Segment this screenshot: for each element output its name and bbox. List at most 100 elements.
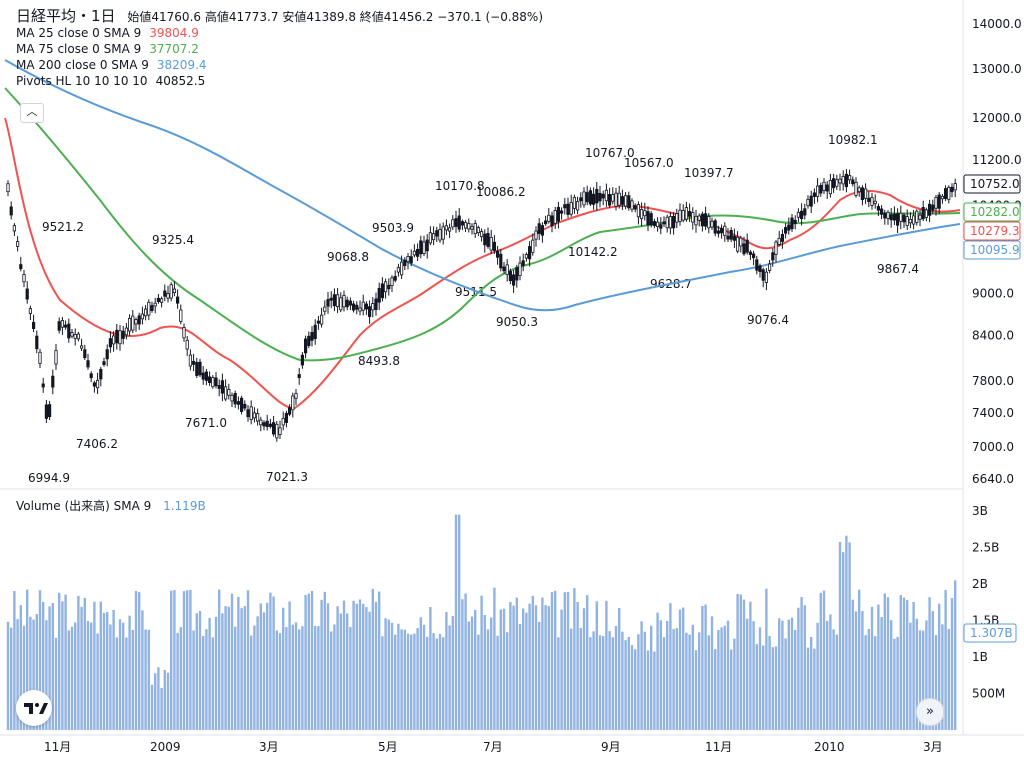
volume-bar xyxy=(758,627,762,730)
candle-body xyxy=(140,313,144,320)
candle-body xyxy=(604,189,609,202)
candle-body xyxy=(761,269,765,281)
volume-bar xyxy=(157,667,160,730)
pivot-label-low: 9867.4 xyxy=(877,262,919,276)
candle-body xyxy=(191,360,196,365)
price-marker-box xyxy=(963,240,1021,260)
candle-body xyxy=(262,422,266,427)
pivot-label-high: 10567.0 xyxy=(624,156,674,170)
indicator-label: Pivots HL 10 10 10 10 xyxy=(16,74,148,88)
candle-body xyxy=(284,413,289,423)
volume-bar xyxy=(118,619,122,730)
volume-bar xyxy=(848,542,851,730)
low-label: 安値 xyxy=(282,10,307,24)
candle-body xyxy=(22,274,26,283)
volume-bar xyxy=(211,637,214,730)
volume-bar xyxy=(160,687,163,730)
candle-body xyxy=(774,241,778,255)
candle-body xyxy=(211,377,215,388)
candle-body xyxy=(297,374,301,379)
candle-body xyxy=(752,253,756,259)
volume-bar xyxy=(531,595,534,730)
candle-body xyxy=(431,233,436,241)
candle-body xyxy=(112,335,116,345)
candle-body xyxy=(739,237,743,247)
indicator-pivots[interactable]: Pivots HL 10 10 10 10 40852.5 xyxy=(16,73,543,89)
volume-bar xyxy=(381,636,384,730)
volume-bar xyxy=(682,607,685,730)
candle-body xyxy=(505,264,509,275)
candle-body xyxy=(118,330,122,345)
volume-bar xyxy=(480,595,483,730)
candle-body xyxy=(243,403,247,409)
volume-bar xyxy=(666,621,669,730)
candle-body xyxy=(438,229,442,241)
indicator-value: 38209.4 xyxy=(156,58,207,72)
volume-bar xyxy=(218,589,221,730)
pivot-label-low: 7021.3 xyxy=(266,470,308,484)
volume-legend[interactable]: Volume (出来高) SMA 9 1.119B xyxy=(16,497,206,514)
indicator-ma75[interactable]: MA 75 close 0 SMA 9 37707.2 xyxy=(16,41,543,57)
tradingview-logo[interactable] xyxy=(16,690,52,726)
candle-body xyxy=(854,181,858,196)
volume-bar xyxy=(550,592,554,730)
candle-body xyxy=(463,222,468,229)
candle-body xyxy=(860,187,865,201)
volume-bar xyxy=(618,607,621,730)
volume-bar xyxy=(765,588,768,730)
volume-bar xyxy=(915,618,918,730)
volume-bar xyxy=(490,617,493,730)
volume-bar xyxy=(880,617,883,730)
volume-bar xyxy=(522,608,525,730)
candle-body xyxy=(271,422,276,435)
indicator-ma200[interactable]: MA 200 close 0 SMA 9 38209.4 xyxy=(16,57,543,73)
volume-bar xyxy=(611,637,614,730)
candle-body xyxy=(844,173,849,188)
candle-body xyxy=(656,221,660,228)
candle-body xyxy=(361,301,365,311)
candle-body xyxy=(444,225,449,231)
volume-bar xyxy=(317,626,320,730)
volume-tick-label: 3B xyxy=(972,504,988,518)
volume-bar xyxy=(67,630,70,730)
candle-body xyxy=(57,321,61,331)
pivot-label-high: 10170.8 xyxy=(435,179,485,193)
volume-bar xyxy=(685,632,688,730)
candle-body xyxy=(787,224,791,231)
candle-body xyxy=(422,241,426,254)
volume-bar xyxy=(435,638,438,730)
volume-bar xyxy=(576,602,579,730)
symbol-title[interactable]: 日経平均・1日 xyxy=(16,7,116,25)
candle-body xyxy=(451,219,455,228)
candle-body xyxy=(531,239,535,253)
volume-bar xyxy=(650,625,653,730)
volume-bar xyxy=(416,628,419,730)
volume-bar xyxy=(774,646,778,730)
scroll-to-realtime-button[interactable]: » xyxy=(916,698,944,726)
volume-bar xyxy=(42,601,45,730)
indicator-label: MA 200 close 0 SMA 9 xyxy=(16,58,149,72)
volume-bar xyxy=(643,631,646,730)
volume-bar xyxy=(378,591,381,730)
candle-body xyxy=(678,209,682,222)
candle-body xyxy=(92,382,96,387)
candle-body xyxy=(617,192,621,206)
indicator-ma25[interactable]: MA 25 close 0 SMA 9 39804.9 xyxy=(16,25,543,41)
volume-bar xyxy=(48,606,51,730)
collapse-legend-button[interactable]: ︿ xyxy=(20,103,44,123)
candle-body xyxy=(278,427,282,435)
volume-bar xyxy=(755,644,758,730)
volume-bar xyxy=(102,612,106,730)
candle-body xyxy=(934,196,938,209)
volume-bar xyxy=(714,649,717,730)
volume-bar xyxy=(707,635,710,730)
candle-body xyxy=(707,216,711,229)
volume-bar xyxy=(406,633,410,730)
candle-body xyxy=(502,266,506,272)
candle-body xyxy=(806,198,810,207)
candle-body xyxy=(867,197,871,202)
price-tick-label: 12000.0 xyxy=(972,111,1022,125)
candle-body xyxy=(576,201,580,211)
